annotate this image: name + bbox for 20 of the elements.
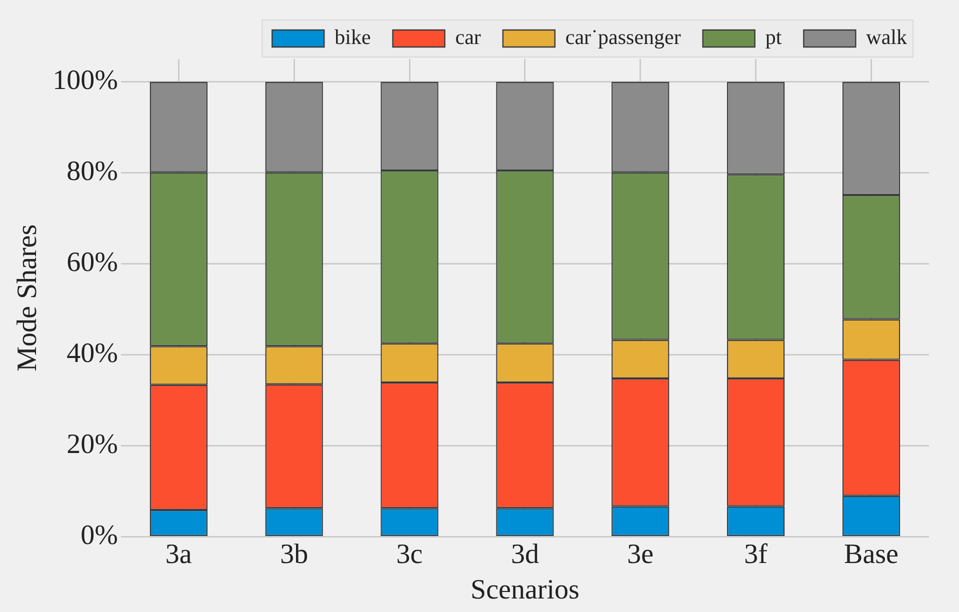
x-axis-title: Scenarios xyxy=(470,574,580,606)
x-tick-label: 3e xyxy=(627,538,654,570)
legend-label: car˙passenger xyxy=(565,25,681,50)
legend-label: bike xyxy=(334,25,371,50)
legend-label: walk xyxy=(866,25,908,50)
y-tick-label: 0% xyxy=(80,520,118,552)
y-tick-label: 40% xyxy=(66,338,118,370)
y-tick-label: 20% xyxy=(66,429,118,460)
x-tick-label: Base xyxy=(844,538,898,570)
legend-label: pt xyxy=(765,25,782,50)
x-tick-label: 3c xyxy=(396,538,423,570)
x-tick-label: 3d xyxy=(510,538,539,570)
y-axis-title: Mode Shares xyxy=(12,224,44,372)
x-tick-label: 3f xyxy=(744,538,768,570)
x-tick-label: 3b xyxy=(280,538,308,570)
y-tick-label: 80% xyxy=(66,156,118,188)
x-tick-label: 3a xyxy=(165,538,192,570)
y-tick-label: 100% xyxy=(52,65,118,96)
y-tick-label: 60% xyxy=(66,247,118,278)
legend-label: car xyxy=(455,25,481,50)
